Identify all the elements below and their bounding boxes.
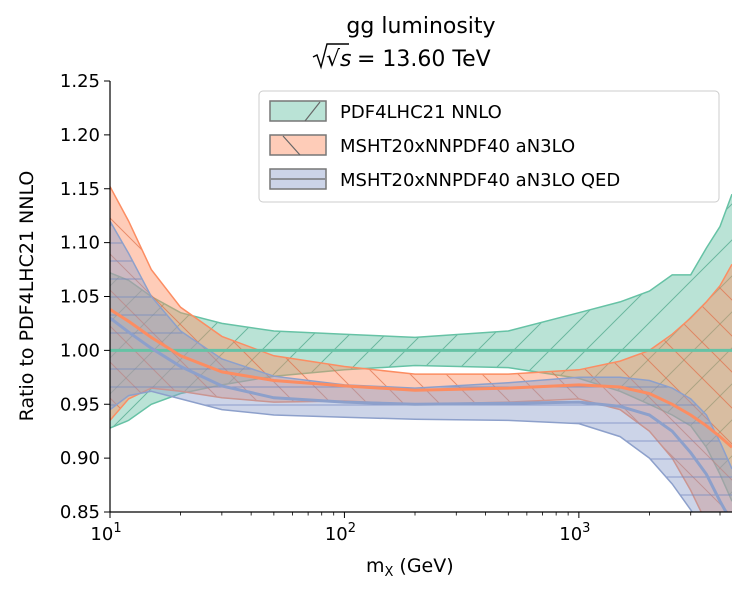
- ticks: 0.85 0.90 0.95 1.00 1.05 1.10 1.15 1.20 1.25 101 1…: [60, 71, 721, 545]
- legend: PDF4LHC21 NNLO MSHT20xNNPDF40 aN3LO MSHT20…: [258, 90, 720, 203]
- legend-swatch-hatch: [304, 101, 321, 122]
- sqrt-radical: [312, 43, 349, 70]
- series-3-band: [110, 220, 732, 512]
- series-1-hatch: [110, 194, 732, 502]
- legend-label: PDF4LHC21 NNLO: [340, 102, 502, 123]
- legend-swatch: [269, 100, 327, 122]
- series-3-hatch: [110, 221, 732, 512]
- y-tick-label: 1.05: [60, 287, 100, 308]
- y-tick-label: 1.20: [60, 125, 100, 146]
- y-tick-label: 1.25: [60, 71, 100, 92]
- series-3-lower-edge: [110, 390, 694, 512]
- x-tick-label: 103: [559, 521, 590, 545]
- chart-subtitle: √s = 13.60 TeV: [312, 43, 491, 72]
- y-axis-label: Ratio to PDF4LHC21 NNLO: [16, 171, 38, 422]
- chart-title: gg luminosity: [346, 14, 495, 39]
- x-axis-label: mX (GeV): [366, 555, 454, 580]
- series-3-upper-edge: [110, 220, 732, 470]
- y-tick-label: 0.85: [60, 502, 100, 523]
- x-tick-label: 102: [325, 521, 356, 545]
- x-axis-label-sub: X: [385, 565, 394, 580]
- legend-frame: [258, 90, 720, 203]
- legend-item-1: PDF4LHC21 NNLO: [269, 100, 502, 123]
- series-3-central-line: [110, 316, 728, 512]
- x-axis-label-unit: (GeV): [399, 555, 453, 577]
- series-2-central-line: [110, 308, 732, 449]
- legend-label: MSHT20xNNPDF40 aN3LO: [340, 136, 575, 157]
- subtitle-sqrt-label: √s: [326, 47, 351, 72]
- legend-swatch: [269, 134, 327, 156]
- subtitle-energy: = 13.60 TeV: [357, 47, 491, 72]
- legend-item-2: MSHT20xNNPDF40 aN3LO: [269, 134, 575, 157]
- legend-label: MSHT20xNNPDF40 aN3LO QED: [340, 170, 620, 191]
- series-2-upper-edge: [110, 186, 732, 375]
- legend-item-3: MSHT20xNNPDF40 aN3LO QED: [269, 168, 620, 191]
- x-tick-label: 101: [90, 521, 121, 545]
- y-tick-label: 1.15: [60, 179, 100, 200]
- y-tick-label: 1.10: [60, 233, 100, 254]
- y-tick-label: 0.90: [60, 448, 100, 469]
- y-tick-label: 1.00: [60, 340, 100, 361]
- bands: [110, 186, 732, 512]
- legend-swatch-hatch: [282, 135, 301, 156]
- x-axis-label-main: mX (GeV): [366, 555, 454, 580]
- y-tick-label: 0.95: [60, 394, 100, 415]
